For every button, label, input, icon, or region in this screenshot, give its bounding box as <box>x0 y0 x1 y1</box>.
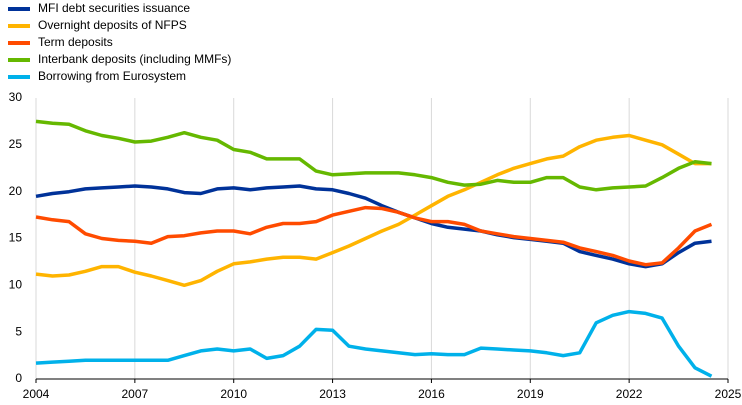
legend-label: Overnight deposits of NFPS <box>38 18 187 32</box>
y-tick-label: 10 <box>9 278 23 292</box>
y-tick-label: 25 <box>9 137 23 151</box>
legend-label: Interbank deposits (including MMFs) <box>38 52 231 66</box>
legend-label: Term deposits <box>38 35 113 49</box>
x-tick-label: 2007 <box>122 387 149 401</box>
series-line <box>35 205 713 267</box>
x-tick-label: 2019 <box>517 387 544 401</box>
legend-label: Borrowing from Eurosystem <box>38 69 186 83</box>
x-tick-label: 2013 <box>319 387 346 401</box>
x-tick-label: 2010 <box>220 387 247 401</box>
series-line <box>35 184 712 269</box>
x-tick-label: 2004 <box>23 387 50 401</box>
series-line <box>35 119 712 192</box>
x-tick-label: 2016 <box>418 387 445 401</box>
x-tick-label: 2025 <box>715 387 742 401</box>
y-tick-label: 0 <box>15 371 22 385</box>
y-tick-label: 30 <box>9 90 23 104</box>
y-tick-label: 15 <box>9 231 23 245</box>
legend-label: MFI debt securities issuance <box>38 1 190 15</box>
y-tick-label: 20 <box>9 184 23 198</box>
y-tick-label: 5 <box>15 324 22 338</box>
series-line <box>35 309 713 378</box>
series-line <box>35 133 712 288</box>
x-tick-label: 2022 <box>616 387 643 401</box>
